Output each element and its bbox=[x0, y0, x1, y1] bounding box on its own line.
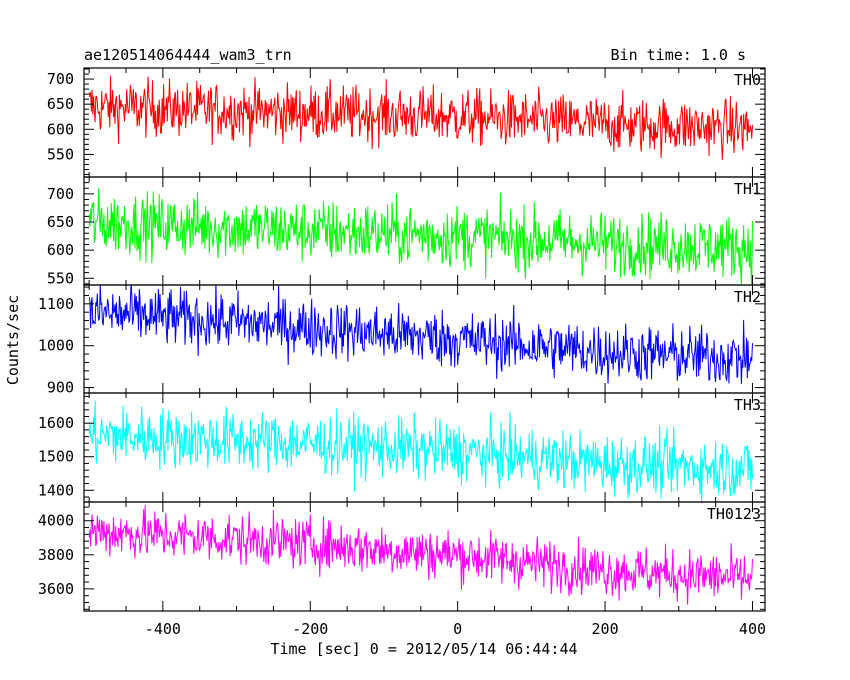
y-tick-label: 3600 bbox=[38, 580, 74, 598]
chart-title: ae120514064444_wam3_trn bbox=[84, 46, 292, 64]
y-tick-label: 600 bbox=[47, 120, 74, 138]
series-line-th2 bbox=[88, 285, 753, 384]
y-tick-label: 1400 bbox=[38, 481, 74, 499]
y-tick-label: 650 bbox=[47, 95, 74, 113]
x-axis-label: Time [sec] 0 = 2012/05/14 06:44:44 bbox=[270, 640, 577, 658]
y-tick-label: 1500 bbox=[38, 448, 74, 466]
panel-frame-th0123 bbox=[83, 501, 766, 612]
y-tick-label: 4000 bbox=[38, 512, 74, 530]
x-tick-label: 200 bbox=[592, 620, 619, 638]
y-tick-label: 1600 bbox=[38, 414, 74, 432]
y-tick-label: 1000 bbox=[38, 337, 74, 355]
x-tick-label: 400 bbox=[739, 620, 766, 638]
panel-label-th2: TH2 bbox=[734, 288, 761, 306]
series-line-th3 bbox=[88, 400, 753, 502]
panel-label-th0: TH0 bbox=[734, 71, 761, 89]
x-tick-label: -200 bbox=[292, 620, 328, 638]
y-tick-label: 650 bbox=[47, 213, 74, 231]
y-tick-label: 900 bbox=[47, 379, 74, 397]
y-tick-label: 3800 bbox=[38, 546, 74, 564]
y-tick-label: 1100 bbox=[38, 295, 74, 313]
y-axis-label: Counts/sec bbox=[4, 295, 22, 385]
series-line-th1 bbox=[88, 187, 753, 285]
y-tick-label: 700 bbox=[47, 185, 74, 203]
series-line-th0123 bbox=[88, 504, 753, 605]
panel-label-th0123: TH0123 bbox=[707, 505, 761, 523]
series-line-th0 bbox=[88, 75, 753, 160]
bin-time-label: Bin time: 1.0 s bbox=[611, 46, 746, 64]
y-tick-label: 550 bbox=[47, 269, 74, 287]
y-tick-label: 600 bbox=[47, 241, 74, 259]
y-tick-label: 550 bbox=[47, 145, 74, 163]
x-tick-label: -400 bbox=[145, 620, 181, 638]
panels-group: 550 600 650 700 TH0 550 600 650 700 TH1 900 1000 110… bbox=[38, 67, 766, 638]
y-tick-label: 700 bbox=[47, 70, 74, 88]
panel-label-th1: TH1 bbox=[734, 180, 761, 198]
x-tick-label: 0 bbox=[453, 620, 462, 638]
panel-label-th3: TH3 bbox=[734, 396, 761, 414]
